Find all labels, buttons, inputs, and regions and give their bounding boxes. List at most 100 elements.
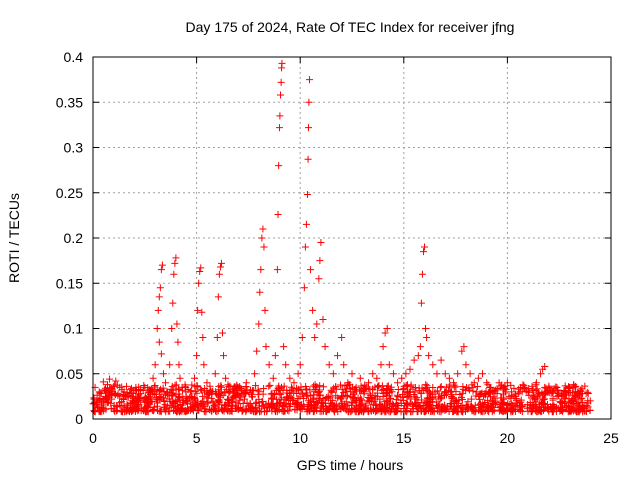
noise-point — [361, 403, 369, 411]
noise-point — [452, 388, 460, 396]
noise-point — [337, 395, 345, 403]
data-point — [561, 388, 569, 396]
noise-point — [531, 394, 539, 402]
noise-point — [110, 404, 118, 412]
data-point — [246, 386, 254, 394]
noise-point — [281, 396, 289, 404]
data-point — [360, 388, 368, 396]
noise-point — [463, 403, 471, 411]
noise-point — [150, 383, 158, 391]
data-point — [193, 352, 201, 360]
noise-point — [569, 396, 577, 404]
data-point — [458, 347, 466, 355]
data-point — [294, 370, 302, 378]
data-point — [214, 293, 222, 301]
noise-point — [367, 392, 375, 400]
noise-point — [99, 401, 107, 409]
noise-point — [342, 398, 350, 406]
noise-point — [356, 396, 364, 404]
noise-point — [423, 382, 431, 390]
noise-point — [471, 401, 479, 409]
noise-point — [170, 399, 178, 407]
noise-point — [252, 400, 260, 408]
noise-point — [126, 407, 134, 415]
noise-point — [316, 391, 324, 399]
noise-point — [458, 396, 466, 404]
noise-point — [579, 399, 587, 407]
data-point — [178, 383, 186, 391]
noise-point — [353, 405, 361, 413]
noise-point — [243, 399, 251, 407]
y-tick-label: 0.1 — [64, 321, 84, 337]
data-point — [137, 390, 145, 398]
noise-point — [313, 383, 321, 391]
noise-point — [386, 389, 394, 397]
noise-point — [366, 394, 374, 402]
data-point — [114, 391, 122, 399]
noise-point — [491, 394, 499, 402]
data-point — [149, 374, 157, 382]
data-point — [303, 191, 311, 199]
data-point — [574, 388, 582, 396]
noise-point — [431, 388, 439, 396]
noise-point — [120, 395, 128, 403]
data-point — [255, 320, 263, 328]
data-point — [306, 76, 314, 84]
noise-point — [130, 403, 138, 411]
y-tick-label: 0.2 — [64, 230, 84, 246]
data-point — [325, 361, 333, 369]
data-point — [321, 343, 329, 351]
noise-point — [412, 399, 420, 407]
data-point — [373, 374, 381, 382]
noise-point — [111, 407, 119, 415]
noise-point — [444, 386, 452, 394]
noise-point — [264, 399, 272, 407]
noise-point — [372, 401, 380, 409]
data-point — [369, 370, 377, 378]
data-point — [309, 306, 317, 314]
noise-point — [206, 386, 214, 394]
noise-point — [261, 404, 269, 412]
data-point — [402, 370, 410, 378]
data-point — [172, 254, 180, 262]
noise-point — [399, 386, 407, 394]
noise-point — [151, 382, 159, 390]
data-point — [315, 275, 323, 283]
noise-point — [237, 384, 245, 392]
data-point — [219, 329, 226, 337]
noise-point — [399, 396, 407, 404]
data-point — [317, 239, 325, 247]
data-point — [157, 350, 165, 358]
noise-point — [183, 397, 191, 405]
y-axis-label: ROTI / TECUs — [6, 193, 22, 283]
data-point — [445, 374, 453, 382]
data-point — [425, 352, 433, 360]
noise-point — [264, 404, 272, 412]
data-point — [158, 261, 166, 269]
y-tick-label: 0.4 — [64, 49, 84, 65]
data-point — [124, 393, 132, 401]
data-point — [273, 266, 281, 274]
noise-point — [340, 388, 348, 396]
data-point — [479, 370, 487, 378]
data-point — [198, 308, 206, 316]
noise-point — [214, 392, 222, 400]
data-point — [156, 284, 164, 292]
noise-point — [163, 402, 171, 410]
y-tick-label: 0.15 — [56, 275, 83, 291]
noise-point — [422, 381, 430, 389]
noise-point — [171, 397, 179, 405]
data-point — [582, 390, 590, 398]
noise-point — [265, 382, 273, 390]
noise-point — [565, 407, 573, 415]
noise-point — [341, 405, 349, 413]
noise-point — [332, 383, 340, 391]
data-point — [93, 399, 101, 407]
noise-point — [449, 395, 457, 403]
noise-point — [469, 387, 477, 395]
noise-point — [279, 399, 287, 407]
data-point — [466, 370, 474, 378]
data-point — [460, 343, 468, 351]
axis-ticks: 0 0.05 0.1 0.15 0.2 0.25 0.3 0.35 0.4 0 5 10 15 20 25 — [56, 49, 619, 446]
data-point — [419, 248, 427, 256]
